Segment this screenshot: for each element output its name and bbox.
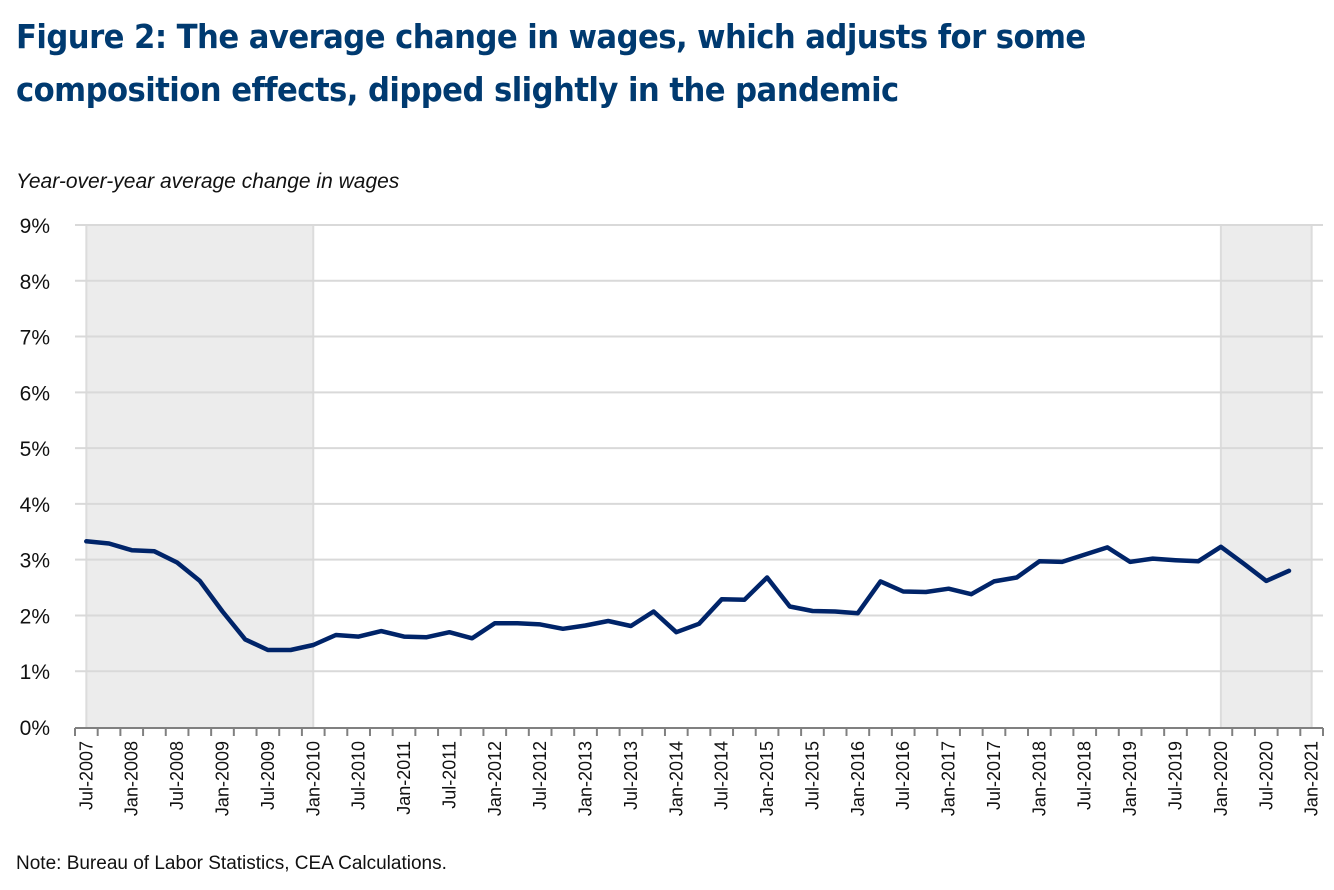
x-axis: Jul-2007 Jan-2008 Jul-2008 Jan-2009 Jul-2009… <box>74 727 1324 816</box>
x-tick-label: Jan-2008 <box>122 741 142 816</box>
y-tick-label: 5% <box>20 438 50 461</box>
x-tick-label: Jul-2019 <box>1166 741 1186 810</box>
x-tick-label: Jan-2012 <box>485 741 505 816</box>
source-note: Note: Bureau of Labor Statistics, CEA Ca… <box>16 853 447 874</box>
x-tick-label: Jan-2021 <box>1302 741 1322 816</box>
x-tick-label: Jan-2016 <box>848 741 868 816</box>
y-tick-label: 2% <box>20 605 50 628</box>
x-tick-label: Jul-2008 <box>167 741 187 810</box>
y-tick-label: 9% <box>20 215 50 238</box>
x-tick-label: Jan-2017 <box>939 741 959 816</box>
x-tick-label: Jul-2020 <box>1256 741 1276 810</box>
series-layer: Jul-2007: 3.33%Oct-2007: 3.29%Jan-2008: … <box>84 539 1292 653</box>
chart-title-line-2: composition effects, dipped slightly in … <box>16 70 899 109</box>
x-tick-label: Jul-2017 <box>984 741 1004 810</box>
y-tick-label: 7% <box>20 327 50 350</box>
x-tick-label: Jul-2009 <box>258 741 278 810</box>
y-tick-label: 8% <box>20 271 50 294</box>
y-tick-label: 1% <box>20 661 50 684</box>
x-tick-label: Jan-2014 <box>666 741 686 816</box>
x-tick-label: Jan-2010 <box>303 741 323 816</box>
x-tick-label: Jan-2020 <box>1211 741 1231 816</box>
x-tick-label: Jan-2018 <box>1029 741 1049 816</box>
y-tick-label: 4% <box>20 494 50 517</box>
chart-title: Figure 2: The average change in wages, w… <box>16 10 1225 116</box>
y-axis-ticks: 0% 1% 2% 3% 4% 5% 6% 7% 8% 9% <box>20 215 50 740</box>
x-tick-label: Jan-2011 <box>394 741 414 815</box>
x-tick-label: Jul-2016 <box>893 741 913 810</box>
x-tick-label: Jul-2011 <box>439 741 459 809</box>
x-tick-label: Jul-2014 <box>712 741 732 810</box>
y-tick-label: 6% <box>20 382 50 405</box>
y-tick-label: 0% <box>20 717 50 740</box>
x-tick-label: Jul-2015 <box>802 741 822 810</box>
x-tick-label: Jul-2012 <box>530 741 550 810</box>
x-tick-label: Jan-2009 <box>212 741 232 816</box>
chart-title-line-1: Figure 2: The average change in wages, w… <box>16 17 1086 56</box>
x-tick-label: Jul-2013 <box>621 741 641 810</box>
series-line-1 <box>84 539 1292 653</box>
x-tick-label: Jul-2007 <box>76 741 96 810</box>
y-tick-label: 3% <box>20 550 50 573</box>
x-tick-label: Jan-2019 <box>1120 741 1140 816</box>
shaded-period-2 <box>1220 225 1312 727</box>
shaded-period-1 <box>86 225 314 727</box>
x-tick-label: Jul-2018 <box>1075 741 1095 810</box>
x-tick-label: Jan-2015 <box>757 741 777 816</box>
x-tick-label: Jan-2013 <box>576 741 596 816</box>
x-tick-label: Jul-2010 <box>349 741 369 810</box>
gridlines <box>75 224 1323 673</box>
y-axis-label: Year-over-year average change in wages <box>16 170 400 193</box>
